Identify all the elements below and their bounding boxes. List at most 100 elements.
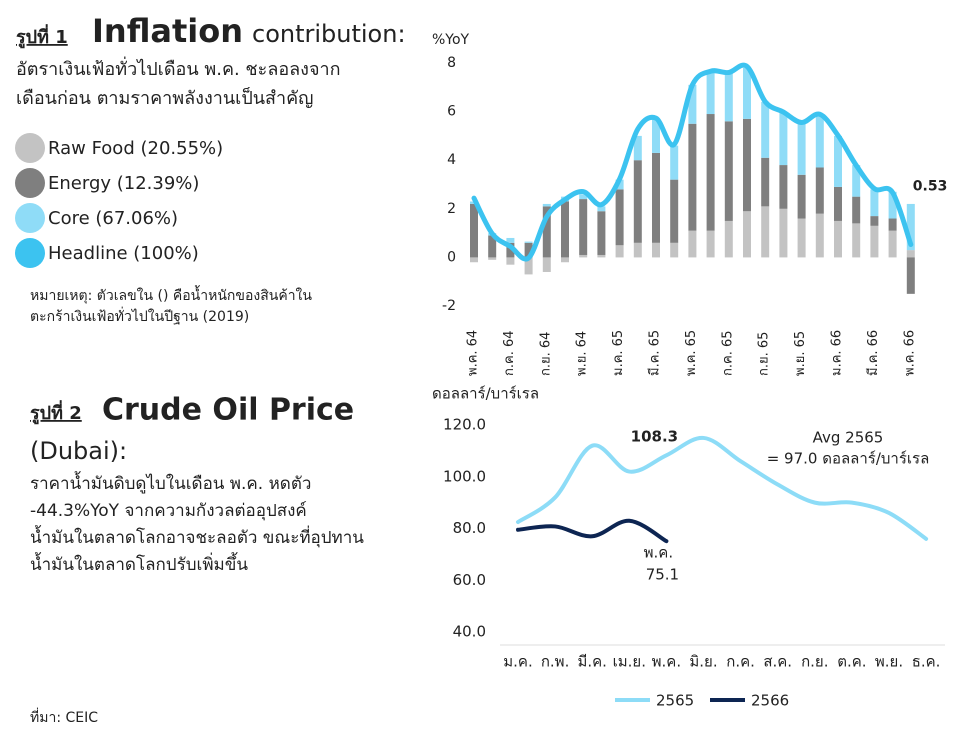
bar-segment [597,206,606,212]
bar-segment [724,72,733,122]
y-axis-label: ดอลลาร์/บาร์เรล [432,385,539,403]
value-label: พ.ค. [644,544,673,562]
source: ที่มา: CEIC [30,708,98,726]
x-tick-label: ก.ค. [726,653,755,671]
bar-segment [743,67,751,119]
bar-segment [706,230,715,258]
bar-segment [834,186,842,221]
bar-segment [870,189,879,217]
y-tick-label: 2 [447,201,456,217]
bar-segment [852,223,861,258]
value-label: 0.53 [913,179,948,195]
bar-segment [561,257,569,263]
legend-label: Raw Food (20.55%) [48,138,223,159]
x-tick-label: ต.ค. [837,653,866,671]
bar-segment [779,111,788,166]
x-tick-label: มี.ค. 65 [647,330,663,376]
bar-segment [852,196,861,224]
bar-segment [670,145,679,180]
bar-segment [797,218,806,258]
bar-segment [706,72,715,115]
bar-segment [761,101,770,158]
bar-segment [815,213,824,258]
bar-segment [834,135,842,187]
x-tick-label: พ.ค. 65 [684,330,699,376]
line [516,435,929,541]
panel-subtitle: contribution: [252,20,406,48]
panel-description: -44.3%YoY จากความกังวลต่ออุปสงค์ [30,501,307,521]
legend-marker [15,133,45,163]
panel-description: ราคาน้ำมันดิบดูไบในเดือน พ.ค. หดตัว [30,471,311,494]
bar-segment [743,118,751,212]
bar-segment [870,225,879,258]
x-tick-label: พ.ค. [652,653,681,671]
bar-segment [724,220,733,258]
bar-segment [706,114,715,231]
x-tick-label: ก.ค. 64 [502,330,517,376]
x-tick-label: พ.ย. 65 [793,331,808,376]
bar-segment [633,160,642,243]
annotation: Avg 2565 [813,429,884,447]
y-tick-label: 0 [447,249,456,265]
legend-marker [15,203,45,233]
bar-segment [579,254,588,258]
annotation: = 97.0 ดอลลาร์/บาร์เรล [767,450,930,468]
x-tick-label: พ.ย. 64 [575,331,590,376]
x-tick-label: ก.ย. [801,653,828,671]
panel-description: เดือนก่อน ตามราคาพลังงานเป็นสำคัญ [16,86,314,109]
bar-segment [779,165,788,209]
bar-segment [470,203,478,258]
x-tick-label: มี.ค. [577,653,606,671]
legend-label: 2565 [656,692,694,710]
x-tick-label: เม.ย. [613,653,646,671]
bar-segment [488,235,497,258]
panel-title: Crude Oil Price [102,393,354,428]
bar-segment [542,257,551,272]
bar-segment [761,206,770,258]
legend-label: Core (67.06%) [48,208,178,229]
bar-segment [670,179,679,243]
bar-segment [615,245,624,258]
bar-segment [815,114,824,168]
bar-segment [688,84,697,124]
bar-segment [906,250,915,258]
bar-segment [652,118,660,153]
bar-segment [597,254,606,258]
x-tick-label: ธ.ค. [912,653,941,671]
bar-segment [524,257,533,275]
bar-segment [870,216,879,226]
y-tick-label: 100.0 [443,467,486,485]
x-tick-label: พ.ค. 66 [902,330,917,376]
bar-segment [615,189,624,246]
bar-segment [688,123,697,231]
bar-segment [542,206,551,258]
panel-description: น้ำมันในตลาดโลกปรับเพิ่มขึ้น [30,552,248,575]
bar-segment [888,191,897,219]
panel-label: รูปที่ 1 [16,24,68,49]
bar-segment [561,201,569,258]
bar-segment [724,121,733,221]
bar-segment [906,203,915,251]
bar-segment [815,167,824,214]
note: หมายเหตุ: ตัวเลขใน () คือน้ำหนักของสินค้… [30,285,312,304]
bar-segment [797,174,806,219]
bar-segment [652,242,660,258]
y-tick-label: 6 [447,104,456,120]
x-tick-label: มิ.ย. [689,653,717,671]
bar-segment [906,257,915,294]
bar-segment [633,135,642,161]
x-tick-label: ม.ค. 65 [611,330,626,376]
bar-segment [470,257,478,263]
y-axis-label: %YoY [432,32,470,48]
x-tick-label: ส.ค. [763,653,792,671]
legend-marker [15,238,45,268]
y-tick-label: 80.0 [453,519,486,537]
bar-segment [852,165,861,197]
bar-segment [652,152,660,243]
bar-segment [633,242,642,258]
x-tick-label: ก.พ. [541,653,570,671]
bar-segment [579,199,588,255]
x-tick-label: มี.ค. 66 [865,330,881,376]
bar-segment [834,220,842,258]
